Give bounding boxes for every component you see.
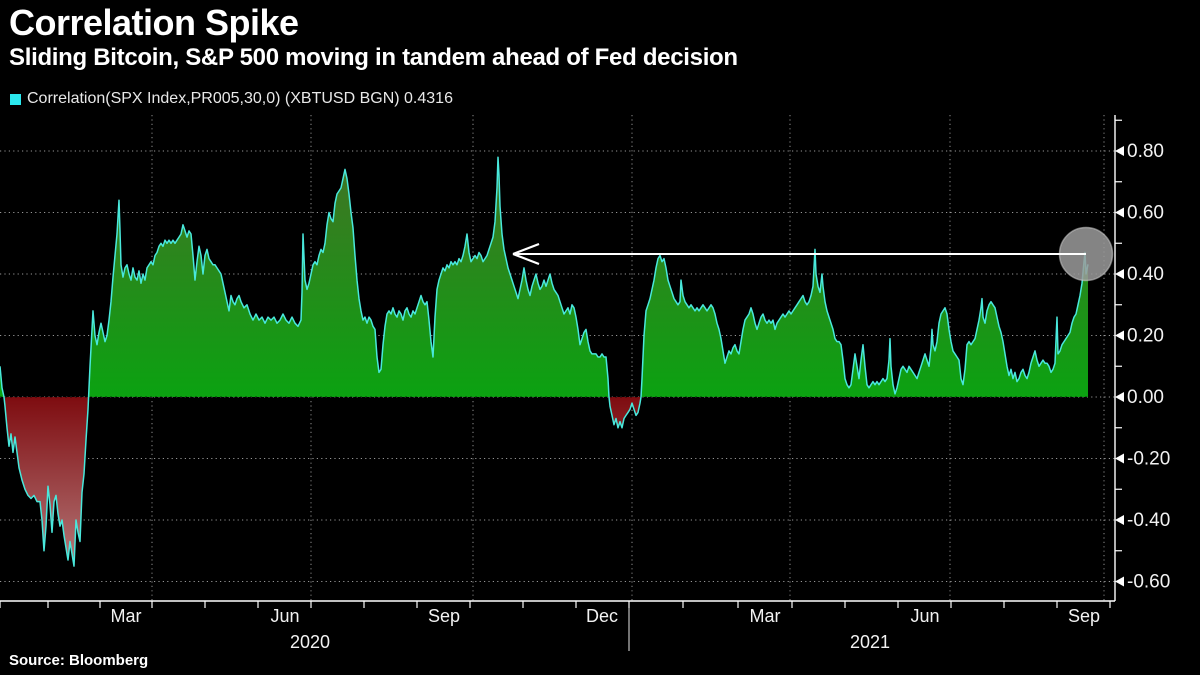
y-tick-label: 0.80: [1127, 141, 1164, 162]
legend-label: Correlation(SPX Index,PR005,30,0) (XBTUS…: [27, 90, 453, 107]
y-tick-label: 0.40: [1127, 264, 1164, 285]
x-year-label: 2021: [850, 632, 890, 652]
arrowhead-icon: [512, 252, 540, 266]
y-major-tick-arrow-icon: [1115, 392, 1124, 402]
legend-swatch-icon: [10, 93, 21, 105]
y-tick-label: -0.60: [1127, 572, 1170, 593]
legend: Correlation(SPX Index,PR005,30,0) (XBTUS…: [10, 90, 453, 108]
arrowhead-icon: [512, 242, 540, 256]
y-tick-label: -0.40: [1127, 510, 1170, 531]
y-major-tick-arrow-icon: [1115, 515, 1124, 525]
chart-title: Correlation Spike: [9, 2, 299, 43]
series-line: [0, 156, 1089, 567]
x-month-label: Sep: [1068, 606, 1100, 626]
y-tick-label: 0.00: [1127, 387, 1164, 408]
y-tick-label: 0.20: [1127, 326, 1164, 347]
x-year-label: 2020: [290, 632, 330, 652]
y-major-tick-arrow-icon: [1115, 576, 1124, 587]
y-tick-label: -0.20: [1127, 449, 1170, 470]
x-month-label: Jun: [270, 606, 299, 626]
y-major-tick-arrow-icon: [1115, 207, 1124, 218]
area-positive: [0, 157, 1088, 397]
x-month-label: Jun: [910, 606, 939, 626]
chart-subtitle: Sliding Bitcoin, S&P 500 moving in tande…: [9, 44, 738, 71]
y-major-tick-arrow-icon: [1115, 269, 1124, 279]
x-month-label: Dec: [586, 606, 618, 626]
x-month-label: Mar: [750, 606, 781, 626]
y-major-tick-arrow-icon: [1115, 330, 1124, 341]
source-label: Source: Bloomberg: [9, 652, 149, 669]
x-month-label: Sep: [428, 606, 460, 626]
x-month-label: Mar: [111, 606, 142, 626]
y-major-tick-arrow-icon: [1115, 453, 1124, 464]
y-tick-label: 0.60: [1127, 203, 1164, 224]
y-major-tick-arrow-icon: [1115, 146, 1124, 156]
